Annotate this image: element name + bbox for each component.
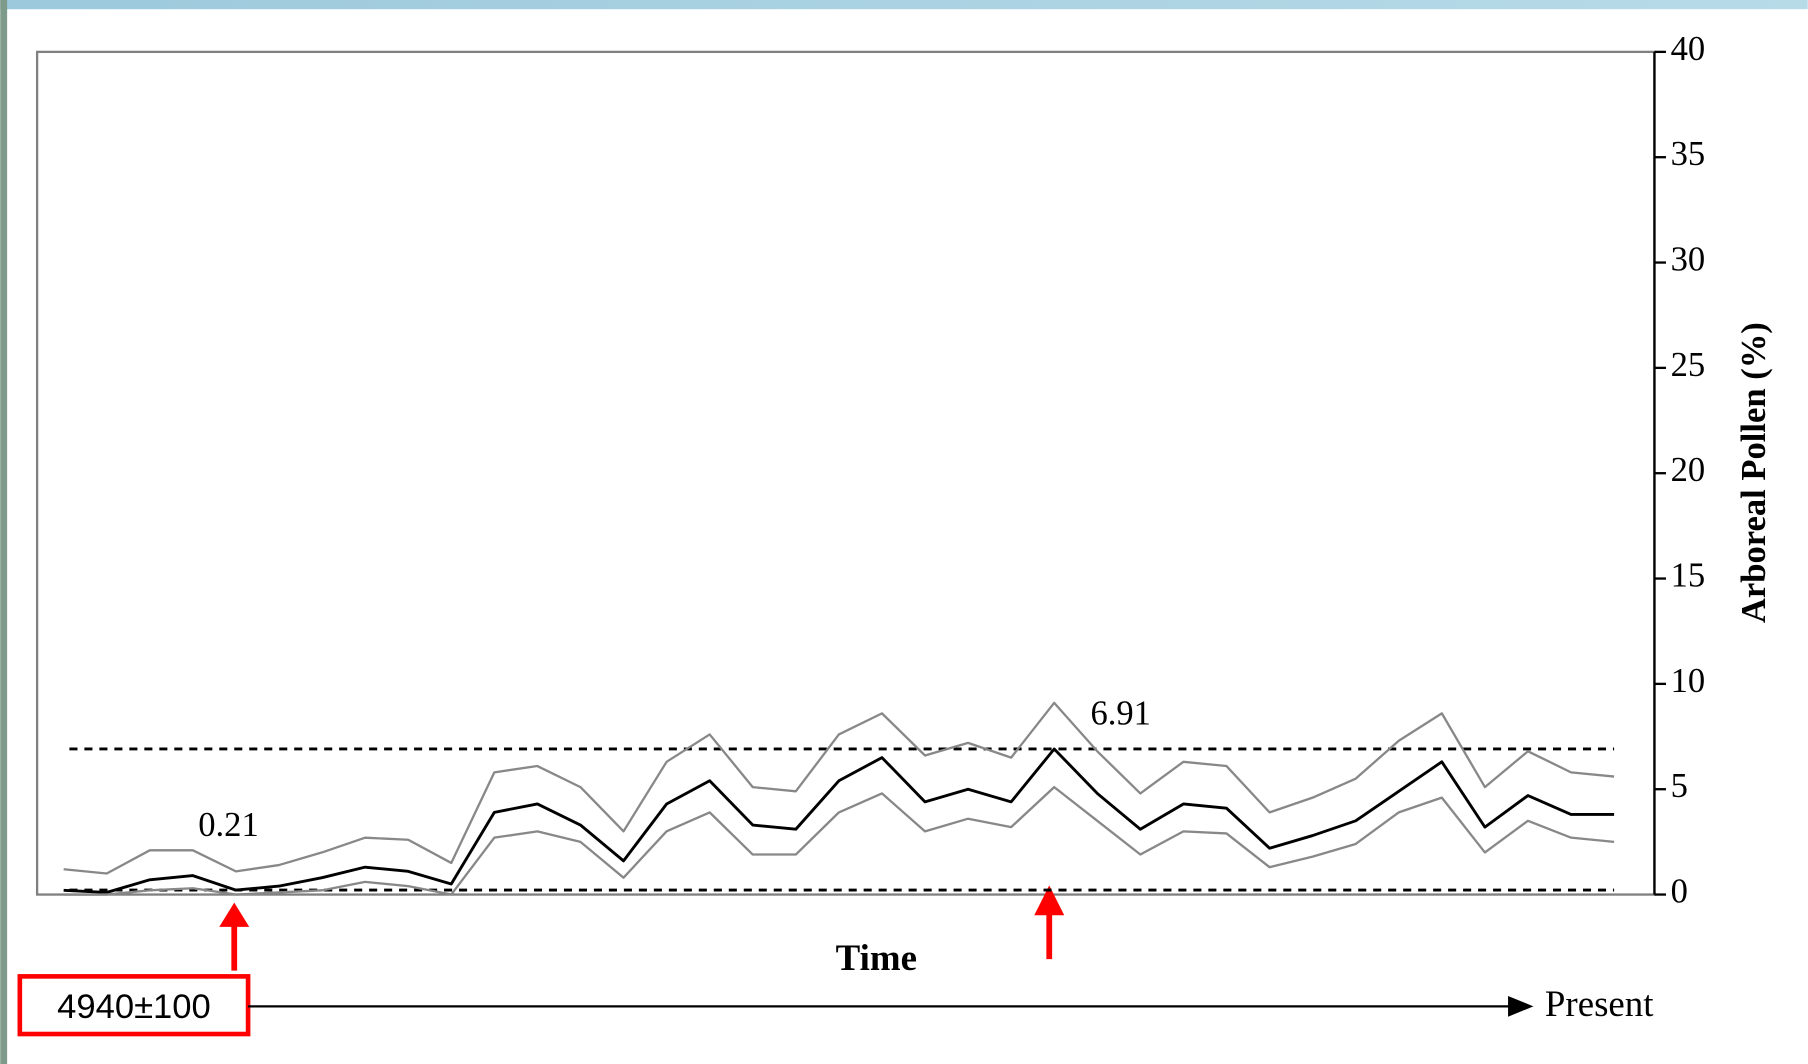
x-axis-label: Time xyxy=(836,937,917,978)
frame-top xyxy=(0,0,1808,9)
chart: Time Arboreal Pollen (%) 4940±100 Presen… xyxy=(0,0,1808,1064)
y-tick-label: 0 xyxy=(1671,872,1688,910)
y-tick-label: 10 xyxy=(1671,662,1706,700)
y-axis-label: Arboreal Pollen (%) xyxy=(1735,322,1773,623)
start-label: 4940±100 xyxy=(57,988,211,1026)
y-tick-label: 25 xyxy=(1671,346,1706,384)
y-tick-label: 35 xyxy=(1671,135,1706,173)
y-tick-label: 15 xyxy=(1671,556,1706,594)
end-label: Present xyxy=(1545,983,1654,1024)
y-tick-label: 5 xyxy=(1671,767,1688,805)
reference-label: 6.91 xyxy=(1090,695,1151,733)
y-tick-label: 40 xyxy=(1671,30,1706,68)
reference-label: 0.21 xyxy=(198,806,259,844)
page: Time Arboreal Pollen (%) 4940±100 Presen… xyxy=(0,0,1808,1064)
y-tick-label: 20 xyxy=(1671,451,1706,489)
background xyxy=(0,0,1808,1064)
frame-left xyxy=(0,0,7,1064)
y-tick-label: 30 xyxy=(1671,240,1706,278)
